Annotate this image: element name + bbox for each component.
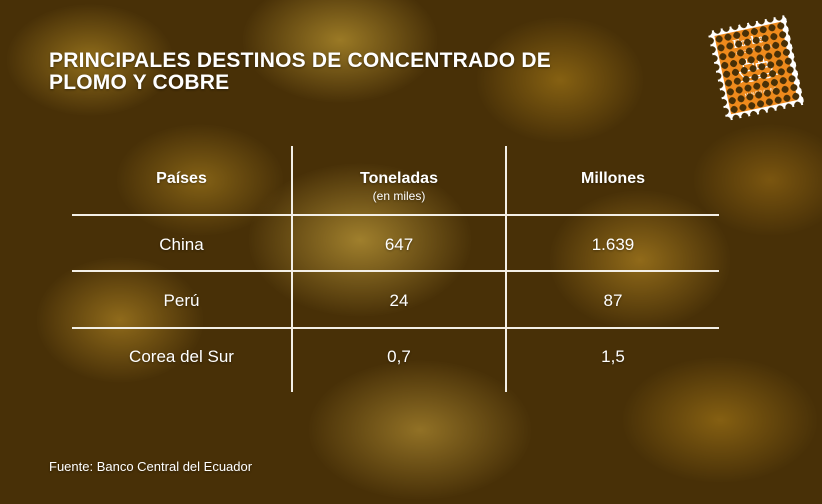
- row-divider: [72, 214, 719, 216]
- header-millones: Millones: [580, 170, 645, 187]
- cell-millions: 1.639: [591, 235, 635, 254]
- column-divider: [505, 146, 507, 392]
- header-toneladas-sub: (en miles): [372, 189, 426, 203]
- page-title: PRINCIPALES DESTINOS DE CONCENTRADO DE P…: [49, 50, 569, 94]
- source-note: Fuente: Banco Central del Ecuador: [49, 459, 253, 474]
- row-divider: [72, 327, 719, 329]
- column-divider: [291, 146, 293, 392]
- cell-millions: 1,5: [601, 347, 625, 366]
- forbes-stamp: Forbes EXPORTACIÓN MINERALES: [707, 14, 805, 122]
- title-line-2: PLOMO Y COBRE: [49, 71, 230, 94]
- cell-tons: 24: [389, 291, 409, 310]
- header-toneladas-label: Toneladas: [360, 170, 438, 187]
- cell-millions: 87: [603, 291, 623, 310]
- row-divider: [72, 270, 719, 272]
- header-paises: Países: [156, 170, 207, 187]
- cell-tons: 647: [384, 235, 414, 254]
- title-line-1: PRINCIPALES DESTINOS DE CONCENTRADO DE: [49, 49, 551, 72]
- cell-tons: 0,7: [387, 347, 411, 366]
- header-toneladas: Toneladas (en miles): [293, 170, 505, 203]
- cell-country: Perú: [163, 291, 200, 310]
- cargo-ship-icon: [734, 52, 780, 91]
- cell-country: China: [159, 235, 204, 254]
- cell-country: Corea del Sur: [129, 347, 234, 366]
